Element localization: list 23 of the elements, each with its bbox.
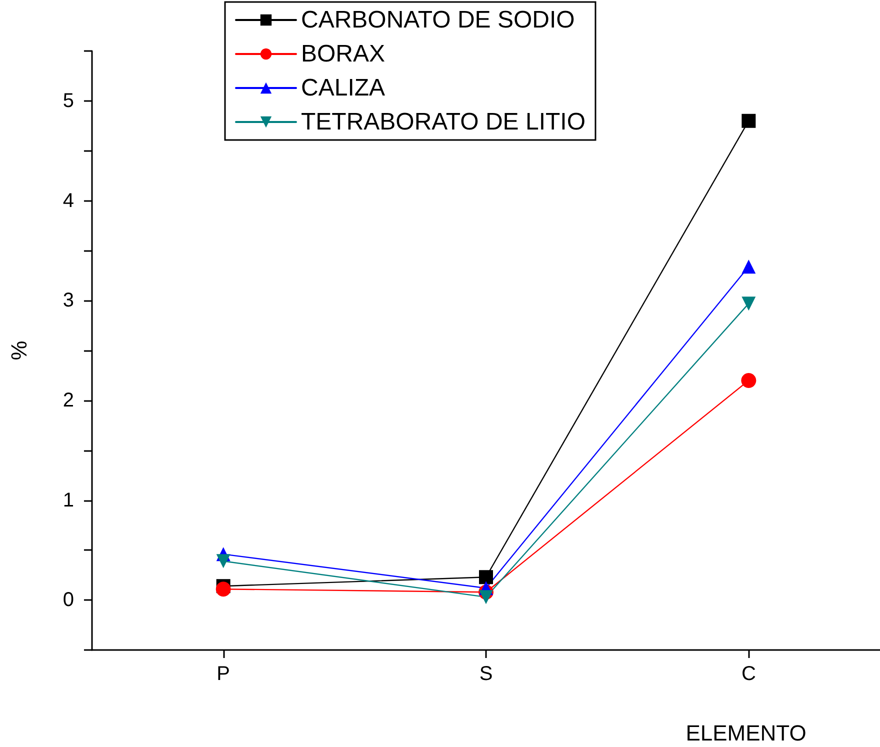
x-tick-label: C: [741, 663, 756, 685]
point: [741, 372, 756, 388]
x-tick-label: P: [216, 663, 230, 685]
legend-label: BORAX: [301, 40, 386, 68]
legend-label: CALIZA: [301, 74, 386, 102]
y-tick-label: 0: [62, 589, 74, 612]
point: [742, 114, 756, 128]
y-tick-label: 1: [62, 489, 74, 512]
y-tick-label: 4: [62, 190, 74, 212]
y-axis-title: %: [6, 340, 32, 360]
point: [216, 582, 231, 597]
x-axis-title: ELEMENTO: [686, 720, 806, 746]
y-tick-label: 3: [62, 290, 74, 312]
legend-label: CARBONATO DE SODIO: [301, 6, 575, 34]
point: [216, 554, 230, 568]
point: [742, 260, 756, 274]
y-tick-label: 5: [62, 90, 74, 112]
x-tick-label: S: [479, 663, 493, 685]
point: [479, 590, 493, 604]
legend-label: TETRABORATO DE LITIO: [301, 108, 586, 136]
point: [742, 296, 756, 311]
point: [479, 570, 493, 584]
y-tick-label: 2: [62, 389, 74, 412]
